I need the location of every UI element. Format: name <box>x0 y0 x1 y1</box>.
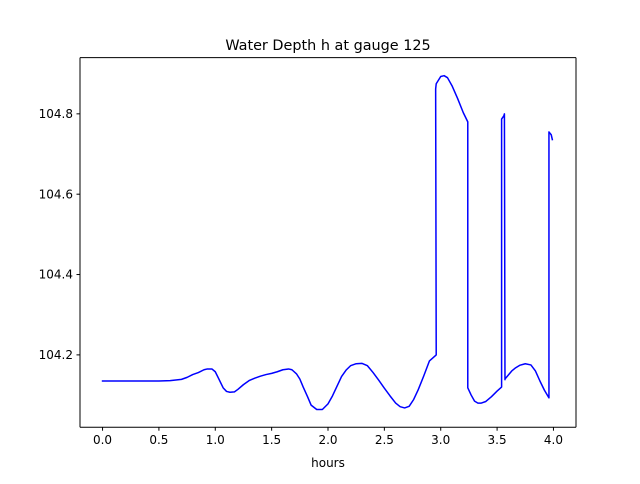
x-tick-label: 1.0 <box>206 433 225 447</box>
x-tick-label: 1.5 <box>262 433 281 447</box>
x-tick-label: 3.5 <box>488 433 507 447</box>
y-tick-label: 104.4 <box>39 268 73 282</box>
x-tick-label: 0.5 <box>149 433 168 447</box>
x-axis-ticks: 0.0 0.5 1.0 1.5 2.0 2.5 3.0 3.5 4.0 <box>93 427 563 447</box>
x-axis-label: hours <box>311 456 345 470</box>
x-tick-label: 0.0 <box>93 433 112 447</box>
x-tick-label: 3.0 <box>431 433 450 447</box>
y-axis-ticks: 104.2 104.4 104.6 104.8 <box>39 107 80 362</box>
y-tick-label: 104.2 <box>39 348 73 362</box>
x-tick-label: 4.0 <box>544 433 563 447</box>
y-tick-label: 104.6 <box>39 187 73 201</box>
x-tick-label: 2.5 <box>375 433 394 447</box>
series-layer <box>101 74 554 411</box>
plot-area <box>80 57 576 428</box>
series-line-0 <box>101 74 554 411</box>
x-tick-label: 2.0 <box>318 433 337 447</box>
y-tick-label: 104.8 <box>39 107 73 121</box>
chart-title: Water Depth h at gauge 125 <box>225 38 430 54</box>
